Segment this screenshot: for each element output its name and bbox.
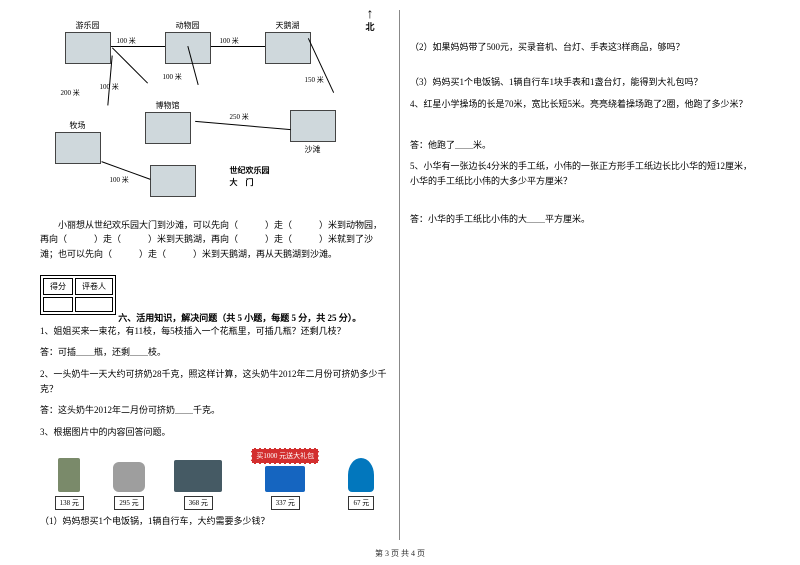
question-4: 4、红星小学操场的长是70米，宽比长短5米。亮亮绕着操场跑了2圈，他跑了多少米？ [410,97,760,112]
question-3-3: （3）妈妈买1个电饭锅、1辆自行车1块手表和1盏台灯，能得到大礼包吗？ [410,75,760,90]
product-row: 138 元 295 元 368 元 买1000 元送大礼包 337 元 67 元 [40,448,389,510]
edge [111,46,165,47]
dist-bwg-st: 250 米 [230,112,249,122]
img-tianehu [265,32,311,64]
north-label: 北 [365,22,374,32]
img-muchang [55,132,101,164]
img-shatan [290,110,336,142]
spacer [410,118,760,138]
map-question-text: 小丽想从世纪欢乐园大门到沙滩，可以先向（ ）走（ ）米到动物园，再向（ ）走（ … [40,218,389,261]
question-3-2: （2）如果妈妈带了500元，买录音机、台灯、手表这3样商品，够吗？ [410,40,760,55]
img-gate [150,165,196,197]
label-tianehu: 天鹅湖 [265,20,311,31]
node-gate [150,165,196,199]
section6-title: 六、活用知识，解决问题（共 5 小题，每题 5 分，共 25 分）。 [118,313,361,323]
question-5-ans: 答：小华的手工纸比小伟的大＿＿平方厘米。 [410,212,760,227]
label-gate2: 大 门 [230,177,270,188]
spacer [410,61,760,75]
price-watch: 138 元 [55,496,84,510]
map-diagram: ↑ 北 游乐园 动物园 天鹅湖 牧场 博物馆 [55,10,375,210]
dist-teh-st: 150 米 [305,75,324,85]
node-shatan: 沙滩 [290,110,336,156]
node-tianehu: 天鹅湖 [265,20,311,66]
img-lamp [348,458,374,492]
item-lamp: 67 元 [348,458,374,510]
question-2-ans: 答：这头奶牛2012年二月份可挤奶＿＿千克。 [40,403,389,418]
promo-banner: 买1000 元送大礼包 [251,448,319,464]
spacer [410,10,760,40]
dist-mc-gate: 100 米 [110,175,129,185]
edge [111,47,147,83]
node-youleyuan: 游乐园 [65,20,111,66]
score-box: 得分 评卷人 [40,275,116,315]
north-arrow-icon: ↑ [365,10,374,20]
img-bowuguan [145,112,191,144]
score-cell [43,297,73,312]
price-lamp: 67 元 [348,496,374,510]
img-bike [174,460,222,492]
label-dongwuyuan: 动物园 [165,20,211,31]
question-5: 5、小华有一张边长4分米的手工纸，小伟的一张正方形手工纸边长比小华的短12厘米，… [410,159,760,190]
spacer [410,196,760,212]
question-4-ans: 答：他跑了＿＿米。 [410,138,760,153]
dist-mc-bwg: 200 米 [61,88,80,98]
edge [195,121,291,130]
node-gate-label: 世纪欢乐园 大 门 [230,165,270,189]
node-dongwuyuan: 动物园 [165,20,211,66]
score-header-score: 得分 [43,278,73,295]
label-shatan: 沙滩 [290,144,336,155]
dist-yly-dwy: 100 米 [117,36,136,46]
dist-dwy-teh: 100 米 [220,36,239,46]
label-youleyuan: 游乐园 [65,20,111,31]
dist-dwy-bwg: 100 米 [163,72,182,82]
grader-cell [75,297,113,312]
label-bowuguan: 博物馆 [145,100,191,111]
img-youleyuan [65,32,111,64]
node-muchang: 牧场 [55,120,101,166]
img-watch [58,458,80,492]
left-column: ↑ 北 游乐园 动物园 天鹅湖 牧场 博物馆 [30,10,400,540]
question-3: 3、根据图片中的内容回答问题。 [40,425,389,440]
item-watch: 138 元 [55,458,84,510]
right-column: （2）如果妈妈带了500元，买录音机、台灯、手表这3样商品，够吗？ （3）妈妈买… [400,10,770,540]
img-cooker [113,462,145,492]
price-radio: 337 元 [271,496,300,510]
page-container: ↑ 北 游乐园 动物园 天鹅湖 牧场 博物馆 [0,0,800,540]
label-muchang: 牧场 [55,120,101,131]
question-1-ans: 答：可插＿＿瓶，还剩＿＿枝。 [40,345,389,360]
edge [211,46,265,47]
price-bike: 368 元 [184,496,213,510]
label-gate1: 世纪欢乐园 [230,165,270,176]
node-bowuguan: 博物馆 [145,100,191,146]
price-cooker: 295 元 [114,496,143,510]
item-bike: 368 元 [174,460,222,510]
question-2: 2、一头奶牛一天大约可挤奶28千克，照这样计算，这头奶牛2012年二月份可挤奶多… [40,367,389,398]
item-cooker: 295 元 [113,462,145,510]
item-radio: 买1000 元送大礼包 337 元 [251,448,319,510]
page-footer: 第 3 页 共 4 页 [0,548,800,559]
question-3-1: （1）妈妈想买1个电饭锅，1辆自行车，大约需要多少钱？ [40,514,389,529]
question-1: 1、姐姐买来一束花，有11枝，每5枝插入一个花瓶里，可插几瓶？还剩几枝？ [40,324,389,339]
img-radio [265,466,305,492]
north-indicator: ↑ 北 [365,10,374,33]
score-header-grader: 评卷人 [75,278,113,295]
